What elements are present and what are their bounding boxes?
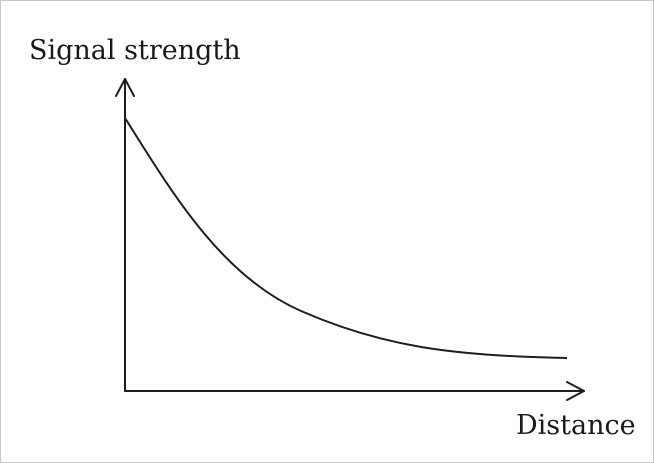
x-axis-arrowhead: [566, 381, 585, 401]
y-axis-arrowhead: [115, 78, 135, 97]
y-axis-label: Signal strength: [29, 35, 241, 66]
x-axis: [124, 381, 585, 401]
x-axis-label: Distance: [516, 410, 636, 441]
y-axis: [115, 78, 135, 392]
decay-curve: [124, 117, 568, 359]
